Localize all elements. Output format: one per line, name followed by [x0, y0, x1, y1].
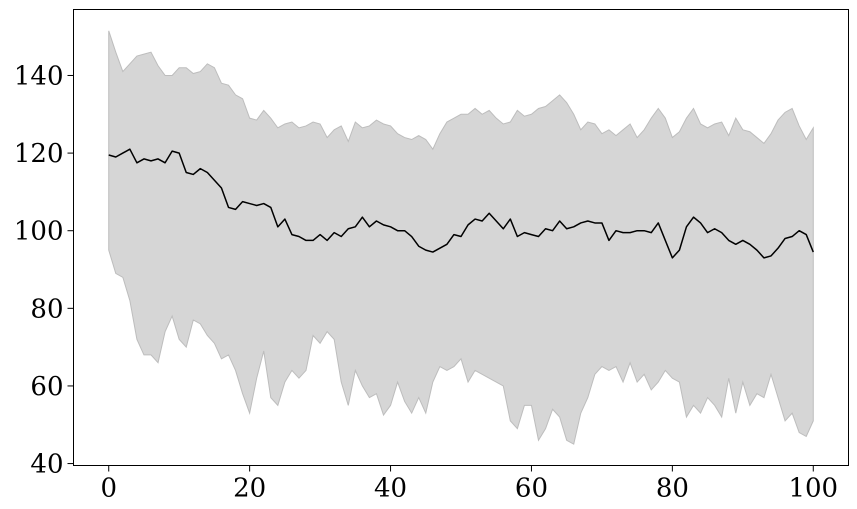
plot-frame [73, 9, 849, 466]
x-tick-label: 40 [374, 474, 407, 504]
y-tick-label: 100 [14, 217, 64, 247]
x-tick-label: 80 [656, 474, 689, 504]
x-axis: 0 20 40 60 80 100 [100, 465, 838, 504]
mean-line [108, 148, 814, 259]
x-tick-label: 20 [233, 474, 266, 504]
y-tick-label: 140 [14, 61, 64, 91]
confidence-band [108, 30, 814, 445]
y-tick-label: 60 [30, 372, 63, 402]
mean-line-layer [108, 148, 814, 259]
x-tick-label: 100 [788, 474, 838, 504]
y-tick-label: 40 [30, 450, 63, 480]
x-tick-label: 60 [515, 474, 548, 504]
y-tick-label: 80 [30, 294, 63, 324]
y-axis: 40 60 80 100 120 140 [14, 61, 74, 480]
y-tick-label: 120 [14, 139, 64, 169]
x-tick-label: 0 [100, 474, 117, 504]
confidence-band-layer [108, 30, 814, 445]
